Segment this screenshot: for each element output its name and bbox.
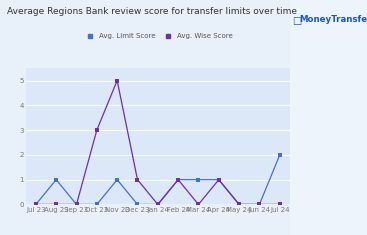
Legend: Avg. Limit Score, Avg. Wise Score: Avg. Limit Score, Avg. Wise Score	[83, 33, 233, 39]
Text: Average Regions Bank review score for transfer limits over time: Average Regions Bank review score for tr…	[7, 7, 297, 16]
Text: MoneyTransfers.com: MoneyTransfers.com	[299, 15, 367, 24]
Text: □: □	[292, 16, 301, 27]
